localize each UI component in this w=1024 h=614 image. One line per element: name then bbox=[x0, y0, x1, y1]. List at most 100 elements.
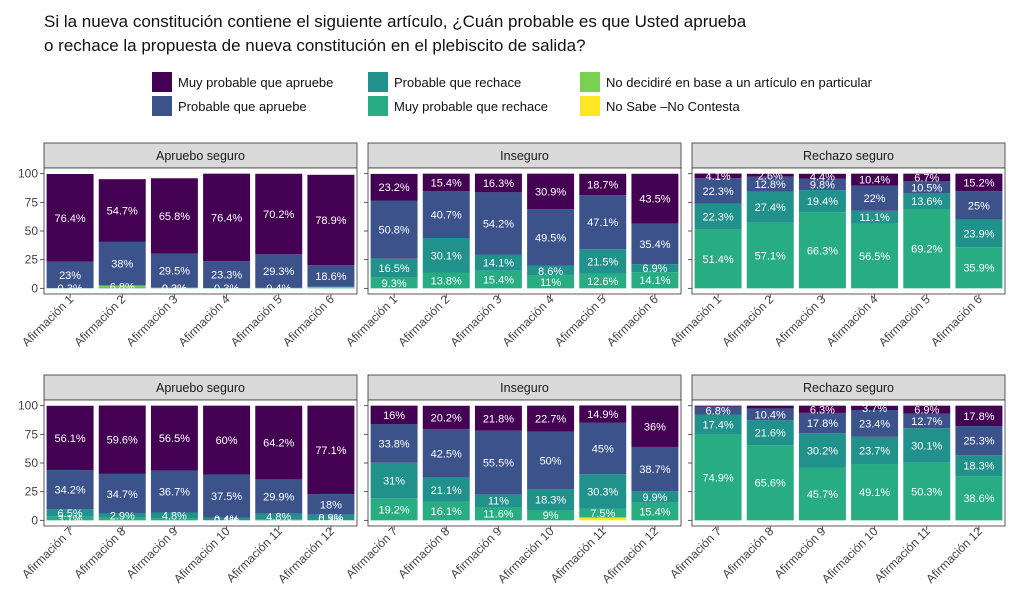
bar-segment-muy-probable-que-apruebe bbox=[798, 173, 846, 179]
data-label: 70.2% bbox=[263, 209, 294, 221]
bar-segment-muy-probable-que-apruebe bbox=[307, 405, 355, 495]
bar-segment-probable-que-rechace bbox=[474, 254, 522, 271]
y-tick-label: 75 bbox=[25, 195, 39, 209]
data-label: 0.3% bbox=[214, 283, 239, 295]
bar-segment-muy-probable-que-apruebe bbox=[746, 405, 794, 409]
data-label: 15.4% bbox=[431, 177, 462, 189]
data-label: 38% bbox=[111, 259, 133, 271]
x-category-label: Afirmación 5 bbox=[552, 292, 609, 349]
x-category-label: Afirmación 7 bbox=[343, 524, 400, 581]
legend-swatch-muy-probable-que-rechace bbox=[368, 96, 388, 116]
bar-segment-probable-que-apruebe bbox=[694, 406, 742, 415]
data-label: 13.8% bbox=[431, 275, 462, 287]
chart-title-line-2: o rechace la propuesta de nueva constitu… bbox=[44, 36, 586, 55]
bar-segment-muy-probable-que-apruebe bbox=[631, 405, 679, 447]
bar-segment-probable-que-apruebe bbox=[203, 261, 251, 288]
bar-segment-muy-probable-que-rechace bbox=[150, 518, 198, 521]
x-category-label: Afirmación 4 bbox=[176, 292, 233, 349]
x-category-label: Afirmación 5 bbox=[228, 292, 285, 349]
bar-segment-probable-que-apruebe bbox=[203, 474, 251, 518]
bar-segment-probable-que-rechace bbox=[527, 489, 575, 511]
legend-swatch-no-sabe-no-contesta bbox=[580, 96, 600, 116]
data-label: 51.4% bbox=[702, 254, 733, 266]
bar-segment-probable-que-rechace bbox=[903, 193, 951, 209]
bar-segment-probable-que-rechace bbox=[307, 514, 355, 520]
data-label: 33.8% bbox=[378, 438, 409, 450]
data-label: 12.7% bbox=[911, 416, 942, 428]
data-label: 22% bbox=[864, 193, 886, 205]
bar-segment-probable-que-rechace bbox=[203, 517, 251, 521]
data-label: 18% bbox=[320, 499, 342, 511]
bar-segment-muy-probable-que-rechace bbox=[694, 434, 742, 521]
data-label: 3.1% bbox=[58, 514, 83, 526]
legend-label-muy-probable-que-apruebe: Muy probable que apruebe bbox=[178, 75, 333, 90]
data-label: 49.1% bbox=[859, 487, 890, 499]
data-label: 66.3% bbox=[807, 245, 838, 257]
data-label: 12.6% bbox=[587, 276, 618, 288]
data-label: 29.3% bbox=[263, 266, 294, 278]
panel-plot-area bbox=[43, 399, 358, 527]
data-label: 27.4% bbox=[755, 202, 786, 214]
data-label: 16% bbox=[383, 410, 405, 422]
bar-segment-probable-que-apruebe bbox=[955, 191, 1003, 220]
data-label: 15.4% bbox=[483, 275, 514, 287]
bar-segment-probable-que-apruebe bbox=[307, 265, 355, 287]
bar-segment-muy-probable-que-rechace bbox=[370, 277, 418, 289]
data-label: 10.5% bbox=[911, 182, 942, 194]
data-label: 11.6% bbox=[483, 509, 514, 521]
y-tick-label: 100 bbox=[18, 167, 38, 181]
bar-segment-muy-probable-que-rechace bbox=[307, 287, 355, 289]
bar-segment-muy-probable-que-rechace bbox=[746, 222, 794, 289]
data-label: 38.7% bbox=[639, 464, 670, 476]
data-label: 21.5% bbox=[587, 257, 618, 269]
data-label: 23.7% bbox=[859, 445, 890, 457]
data-label: 49.5% bbox=[535, 232, 566, 244]
data-label: 0.9% bbox=[318, 512, 343, 524]
bar-segment-probable-que-apruebe bbox=[150, 253, 198, 288]
data-label: 18.6% bbox=[315, 271, 346, 283]
bar-segment-probable-que-apruebe bbox=[98, 241, 146, 286]
bar-segment-probable-que-rechace bbox=[746, 191, 794, 223]
panel-5: Inseguro 19.2% 31% 33.8% 16% Afirmación 7 16.1… bbox=[343, 374, 682, 586]
bar-segment-probable-que-apruebe bbox=[98, 473, 146, 514]
bar-segment-muy-probable-que-rechace bbox=[851, 223, 899, 289]
bar-segment-probable-que-rechace bbox=[527, 265, 575, 276]
bar-segment-probable-que-rechace bbox=[798, 433, 846, 468]
panel-plot-area bbox=[367, 399, 682, 527]
bar-segment-probable-que-rechace bbox=[955, 219, 1003, 248]
bar-segment-muy-probable-que-rechace bbox=[955, 247, 1003, 289]
panel-4: Apruebo seguro 0 25 50 75 100 3.1%6.5% 34.2% 56.… bbox=[18, 374, 358, 586]
bar-segment-no-decidire-en-base-a-un-articulo-en-particular bbox=[307, 287, 355, 288]
bar-segment-muy-probable-que-rechace bbox=[798, 212, 846, 289]
bar-segment-muy-probable-que-rechace bbox=[46, 516, 94, 521]
data-label: 30.9% bbox=[535, 186, 566, 198]
bar-segment-probable-que-apruebe bbox=[631, 223, 679, 265]
bar-segment-probable-que-apruebe bbox=[798, 412, 846, 434]
data-label: 55.5% bbox=[483, 458, 514, 470]
data-label: 50.3% bbox=[911, 486, 942, 498]
bar-segment-probable-que-apruebe bbox=[474, 192, 522, 255]
data-label: 12.8% bbox=[755, 179, 786, 191]
x-category-label: Afirmación 4 bbox=[500, 292, 557, 349]
data-label: 74.9% bbox=[702, 472, 733, 484]
data-label: 2.6% bbox=[758, 170, 783, 182]
bar-segment-probable-que-rechace bbox=[851, 210, 899, 224]
bar-segment-probable-que-apruebe bbox=[527, 431, 575, 490]
bar-segment-muy-probable-que-rechace bbox=[422, 501, 470, 521]
bar-segment-probable-que-apruebe bbox=[579, 422, 627, 475]
bar-segment-muy-probable-que-apruebe bbox=[203, 405, 251, 475]
x-category-label: Afirmación 2 bbox=[719, 292, 776, 349]
bar-segment-probable-que-rechace bbox=[631, 491, 679, 503]
bar-segment-muy-probable-que-rechace bbox=[903, 462, 951, 521]
data-label: 11.1% bbox=[859, 212, 890, 224]
data-label: 38.6% bbox=[963, 493, 994, 505]
chart-panels: Apruebo seguro02550751000.3%23%76.4%Afir… bbox=[18, 142, 1006, 586]
data-label: 34.7% bbox=[107, 489, 138, 501]
bar-segment-probable-que-apruebe bbox=[579, 195, 627, 250]
x-category-label: Afirmación 6 bbox=[928, 292, 985, 349]
bar-segment-muy-probable-que-rechace bbox=[98, 287, 146, 289]
y-tick-label: 50 bbox=[25, 224, 39, 238]
panel-strip-label: Inseguro bbox=[500, 149, 549, 163]
panel-plot-area bbox=[691, 399, 1006, 527]
data-label: 16.5% bbox=[378, 263, 409, 275]
